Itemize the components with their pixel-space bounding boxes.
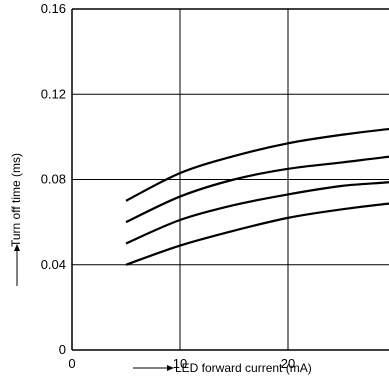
y-tick-label: 0.16 [41, 1, 66, 16]
y-axis-title: Turn off time (ms) [9, 153, 23, 247]
y-tick-label: 0.08 [41, 172, 66, 187]
grid-layer [71, 8, 389, 351]
x-tick-label: 20 [281, 356, 295, 371]
series-line [125, 202, 389, 266]
y-tick-label: 0.04 [41, 257, 66, 272]
y-tick-label: 0.12 [41, 86, 66, 101]
y-axis-arrow-head [14, 244, 20, 251]
x-axis-title: LED forward current (mA) [175, 361, 312, 375]
x-axis-arrow-head [167, 365, 174, 371]
series-line [125, 181, 389, 245]
series-layer [125, 127, 389, 266]
series-line [125, 155, 389, 224]
y-tick-label: 0 [59, 342, 66, 357]
x-tick-label: 10 [173, 356, 187, 371]
x-tick-label: 0 [68, 356, 75, 371]
axis-layer: LED forward current (mA) Turn off time (… [9, 1, 389, 375]
series-line [125, 127, 389, 202]
